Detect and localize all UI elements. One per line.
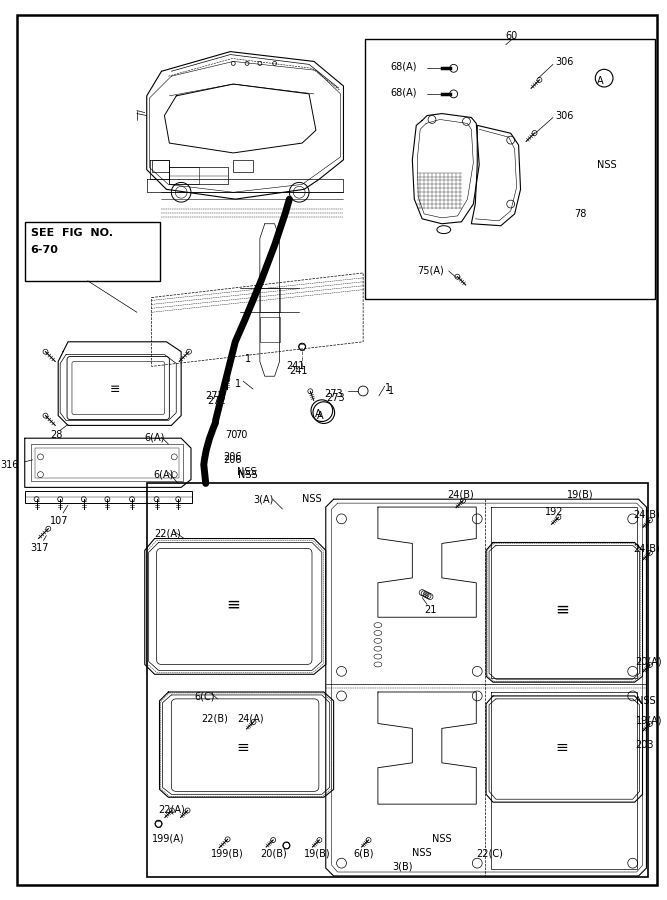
Bar: [365, 39, 655, 300]
Text: 241: 241: [289, 366, 308, 376]
Text: 3(A): 3(A): [253, 494, 273, 504]
Text: 199(A): 199(A): [151, 833, 184, 843]
Text: 22(B): 22(B): [201, 714, 227, 724]
Text: 306: 306: [555, 57, 574, 67]
Text: 272: 272: [207, 396, 227, 406]
Text: 22(A): 22(A): [155, 528, 181, 539]
Text: 24(B): 24(B): [634, 509, 660, 519]
Text: 22(C): 22(C): [476, 849, 503, 859]
Bar: [25, 491, 192, 503]
Text: NSS: NSS: [302, 494, 321, 504]
Text: 317: 317: [31, 544, 49, 554]
Text: A: A: [597, 76, 604, 86]
Bar: [233, 160, 253, 172]
Text: NSS: NSS: [238, 470, 258, 480]
Bar: [151, 160, 169, 172]
Bar: [31, 444, 183, 482]
Text: NSS: NSS: [636, 696, 655, 706]
Text: 22(A): 22(A): [159, 804, 185, 814]
Text: 206: 206: [223, 454, 242, 465]
Text: 20(A): 20(A): [636, 657, 662, 667]
Text: 1: 1: [235, 379, 241, 389]
Text: A: A: [317, 410, 323, 420]
Bar: [260, 288, 279, 312]
Text: 241: 241: [286, 362, 305, 372]
Bar: [169, 166, 228, 184]
Bar: [147, 483, 648, 877]
Text: 75(A): 75(A): [418, 266, 444, 275]
Text: A: A: [315, 409, 321, 419]
Text: SEE  FIG  NO.: SEE FIG NO.: [31, 228, 113, 238]
Text: 272: 272: [205, 391, 225, 401]
Text: 68(A): 68(A): [391, 61, 417, 71]
Text: 78: 78: [575, 209, 587, 219]
Bar: [260, 317, 279, 342]
Text: 28: 28: [50, 430, 63, 440]
Text: 60: 60: [506, 31, 518, 40]
Text: 206: 206: [223, 452, 242, 462]
Text: ≡: ≡: [226, 596, 240, 614]
Bar: [25, 221, 161, 281]
Text: ≡: ≡: [110, 383, 121, 396]
Text: 20(B): 20(B): [260, 849, 287, 859]
Text: 24(B): 24(B): [447, 490, 474, 500]
Text: 6(C): 6(C): [194, 691, 215, 701]
Text: 1: 1: [388, 386, 394, 396]
Text: 21: 21: [424, 606, 436, 616]
Text: 1: 1: [245, 354, 251, 364]
Text: 24(A): 24(A): [237, 714, 264, 724]
Text: ≡: ≡: [555, 600, 569, 618]
Text: 19(A): 19(A): [636, 716, 662, 725]
Text: 6-70: 6-70: [31, 246, 59, 256]
Text: 6(A): 6(A): [153, 470, 174, 480]
Text: NSS: NSS: [412, 849, 432, 859]
Bar: [35, 448, 179, 478]
Text: 203: 203: [636, 740, 654, 751]
Text: 70: 70: [225, 430, 238, 440]
Text: 68(A): 68(A): [391, 88, 417, 98]
Text: NSS: NSS: [597, 160, 617, 170]
Text: 6(B): 6(B): [354, 849, 374, 859]
Text: 3(B): 3(B): [393, 861, 413, 871]
Text: 107: 107: [50, 516, 69, 526]
Text: NSS: NSS: [237, 467, 257, 477]
Text: ≡: ≡: [556, 740, 568, 755]
Text: 192: 192: [545, 507, 564, 517]
Text: ≡: ≡: [237, 740, 249, 755]
Text: 1: 1: [385, 383, 391, 393]
Text: NSS: NSS: [432, 833, 452, 843]
Bar: [169, 166, 199, 184]
Text: 199(B): 199(B): [211, 849, 243, 859]
Text: 19(B): 19(B): [567, 490, 594, 500]
Text: 316: 316: [1, 460, 19, 470]
Text: 70: 70: [235, 430, 247, 440]
Text: 306: 306: [555, 111, 574, 121]
Text: 273: 273: [325, 393, 344, 403]
Text: 273: 273: [323, 389, 342, 399]
Text: 24(B): 24(B): [634, 544, 660, 554]
Text: 19(B): 19(B): [304, 849, 331, 859]
Text: 6(A): 6(A): [145, 432, 165, 442]
